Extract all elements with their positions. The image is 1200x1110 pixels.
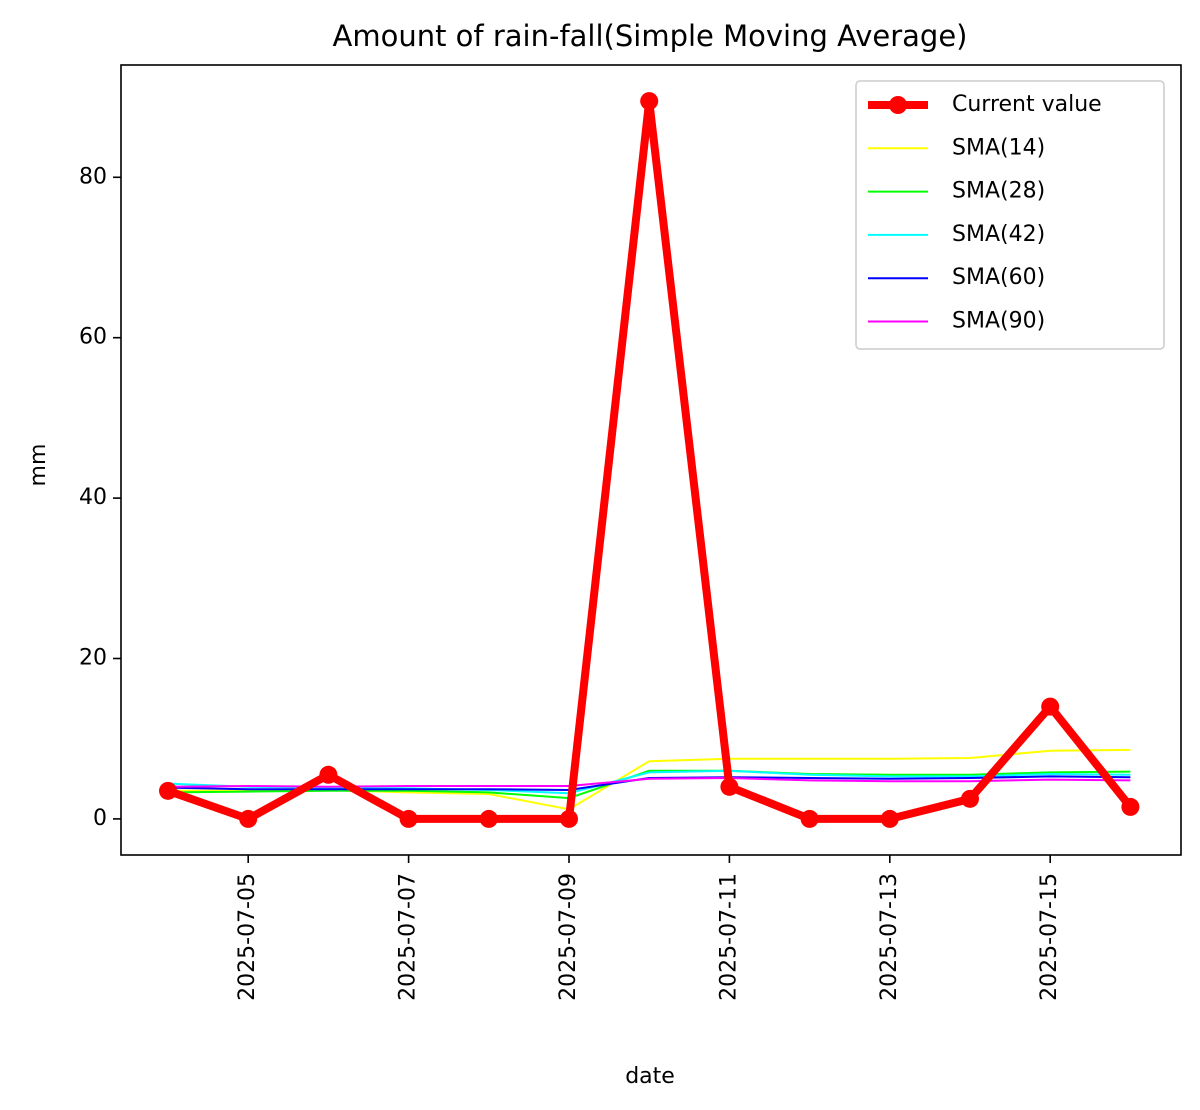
x-tick-label: 2025-07-15	[1037, 873, 1062, 1001]
data-point	[399, 809, 418, 828]
chart-title: Amount of rain-fall(Simple Moving Averag…	[333, 19, 968, 53]
series-line-5	[167, 776, 1131, 788]
data-point	[800, 809, 819, 828]
legend-label: SMA(28)	[952, 179, 1045, 204]
data-point	[479, 809, 498, 828]
data-point	[1041, 697, 1060, 716]
y-axis-label: mm	[26, 444, 51, 487]
y-tick-label: 20	[79, 646, 107, 671]
x-axis: 2025-07-05 2025-07-07 2025-07-09 2025-07-11…	[235, 855, 1062, 1001]
x-tick-label: 2025-07-11	[716, 873, 741, 1001]
legend-label: SMA(42)	[952, 222, 1045, 247]
x-axis-label: date	[625, 1064, 675, 1089]
data-point	[159, 781, 177, 800]
x-tick-label: 2025-07-09	[556, 873, 581, 1001]
legend-label: SMA(60)	[952, 265, 1045, 290]
legend-label: SMA(90)	[952, 309, 1045, 334]
y-tick-label: 60	[79, 325, 107, 350]
data-point	[880, 809, 899, 828]
data-point	[640, 92, 659, 111]
legend-label: Current value	[952, 92, 1102, 117]
legend-label: SMA(14)	[952, 135, 1045, 160]
data-point	[720, 777, 739, 796]
y-tick-label: 80	[79, 164, 107, 189]
legend: Current value SMA(14) SMA(28) SMA(42) SMA(60…	[855, 80, 1165, 350]
x-tick-label: 2025-07-05	[235, 873, 260, 1001]
y-axis: 0 20 40 60 80	[79, 164, 121, 831]
series-line-2	[167, 769, 1131, 800]
legend-marker	[889, 96, 907, 114]
x-tick-label: 2025-07-07	[396, 873, 421, 1001]
plot-area	[159, 92, 1140, 828]
plot-frame	[120, 64, 1182, 856]
x-tick-label: 2025-07-13	[877, 873, 902, 1001]
legend-box	[855, 80, 1165, 350]
data-point	[961, 789, 979, 808]
data-point	[239, 809, 258, 828]
data-point	[1121, 797, 1140, 816]
y-tick-label: 40	[79, 485, 107, 510]
data-point	[319, 765, 338, 784]
data-point	[560, 809, 578, 828]
y-tick-label: 0	[93, 806, 107, 831]
